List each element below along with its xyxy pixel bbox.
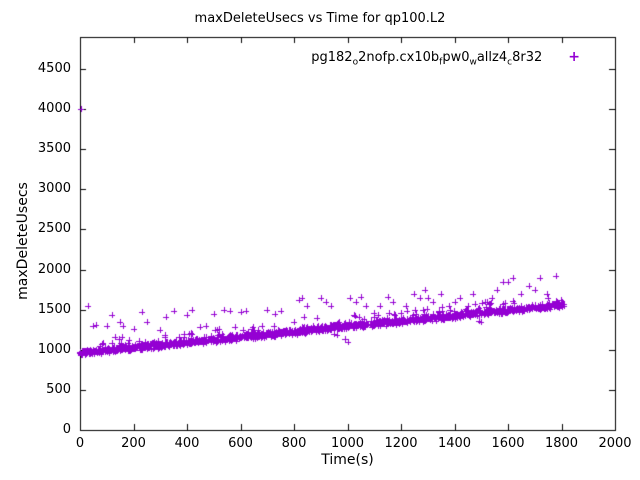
x-tick-label: 800 [281,436,307,451]
x-tick-label: 1400 [437,436,472,451]
x-tick-label: 1200 [384,436,418,451]
x-tick-label: 1000 [330,436,365,451]
y-tick-label: 0 [62,422,71,437]
y-tick-label: 2000 [37,261,71,277]
legend-series-label: pg182o2nofp.cx10bfpw0wallz4c8r32 [311,50,543,68]
x-tick-label: 400 [174,436,200,451]
x-tick-label: 1600 [491,436,525,451]
y-tick-label: 3000 [37,181,71,197]
x-tick-label: 0 [75,436,85,451]
y-tick-label: 1500 [37,301,71,317]
x-tick-label: 600 [228,436,253,451]
legend-plus-marker-icon: + [568,49,580,65]
y-tick-label: 2500 [37,221,71,237]
y-tick-label: 4000 [37,101,71,117]
x-tick-label: 200 [121,436,146,451]
legend: pg182o2nofp.cx10bfpw0wallz4c8r32 + [311,49,580,68]
y-tick-label: 1000 [37,341,71,357]
y-tick-label: 3500 [37,141,71,157]
y-tick-label: 4500 [37,61,71,77]
x-tick-label: 1800 [544,436,579,451]
chart-title: maxDeleteUsecs vs Time for qp100.L2 [194,11,446,26]
x-tick-label: 2000 [598,436,632,451]
x-axis-label: Time(s) [321,452,374,468]
y-tick-label: 500 [46,381,71,397]
